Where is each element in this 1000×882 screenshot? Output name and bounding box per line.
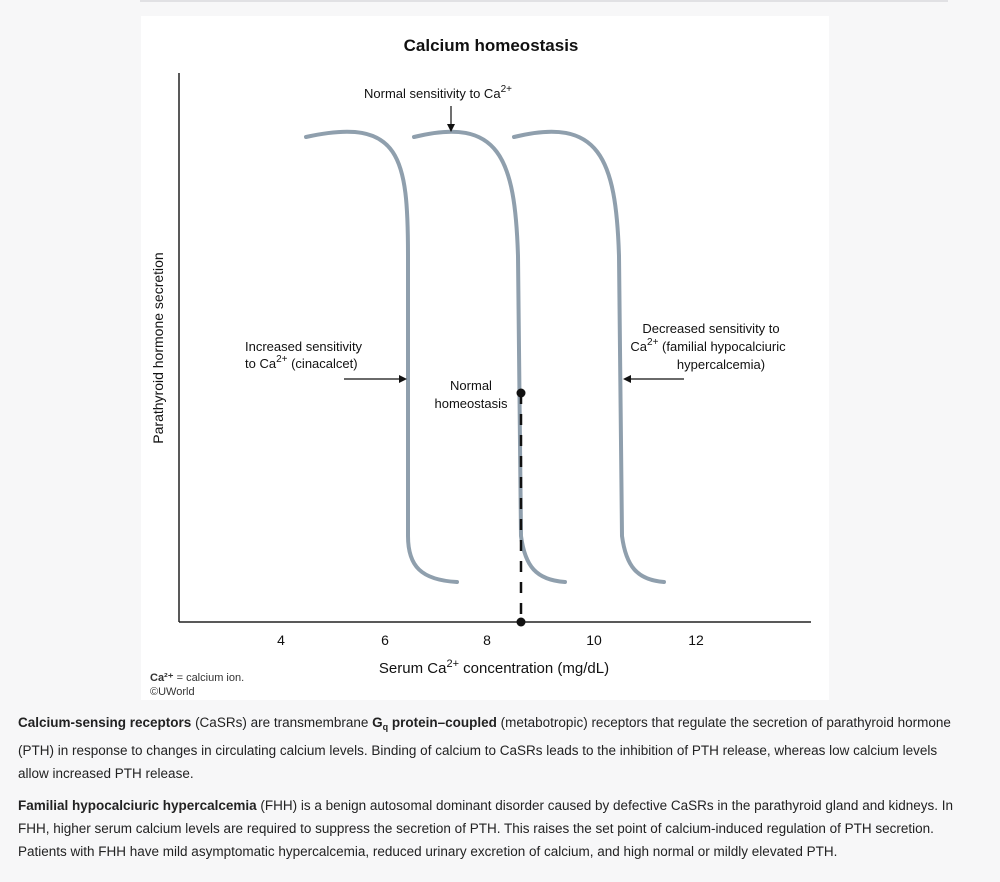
- paragraph-text: (CaSRs) are transmembrane: [191, 715, 373, 730]
- chart-title: Calcium homeostasis: [404, 36, 579, 55]
- arrowhead-icon: [623, 375, 631, 383]
- annotation-normal-sensitivity: Normal sensitivity to Ca2+: [364, 84, 512, 101]
- x-tick-label: 8: [483, 632, 491, 648]
- annotation-normal-homeostasis-line2: homeostasis: [435, 396, 508, 411]
- curve-normal-sensitivity: [412, 129, 567, 584]
- legend-text: = calcium ion.: [173, 672, 245, 684]
- figure-legend: Ca²⁺ = calcium ion. ©UWorld: [150, 671, 244, 699]
- x-axis-label: Serum Ca2+ concentration (mg/dL): [379, 658, 609, 677]
- paragraph-text: (FHH) is a benign autosomal dominant dis…: [18, 798, 954, 859]
- chart-svg: Calcium homeostasis Parathyroid hormone …: [150, 36, 811, 677]
- explanation-text: Calcium-sensing receptors (CaSRs) are tr…: [18, 711, 968, 872]
- x-tick-label: 6: [381, 632, 389, 648]
- curve-decreased-sensitivity: [512, 129, 666, 584]
- paragraph-casr: Calcium-sensing receptors (CaSRs) are tr…: [18, 711, 968, 785]
- legend-entry: Ca²⁺ = calcium ion.: [150, 671, 244, 685]
- annotation-decreased-sensitivity-line2: Ca2+ (familial hypocalciuric: [630, 337, 786, 354]
- annotation-normal-homeostasis-line1: Normal: [450, 378, 492, 393]
- calcium-homeostasis-figure: Calcium homeostasis Parathyroid hormone …: [141, 16, 829, 700]
- set-point-marker: [516, 388, 526, 398]
- arrowhead-icon: [447, 124, 455, 132]
- x-tick-label: 12: [688, 632, 704, 648]
- annotation-decreased-sensitivity-line1: Decreased sensitivity to: [642, 321, 779, 336]
- arrowhead-icon: [399, 375, 407, 383]
- term-fhh: Familial hypocalciuric hypercalcemia: [18, 798, 257, 813]
- term-gq: Gq protein–coupled: [372, 715, 497, 732]
- paragraph-text: (metabotropic) receptors that regulate t…: [18, 715, 951, 781]
- paragraph-fhh: Familial hypocalciuric hypercalcemia (FH…: [18, 794, 968, 863]
- x-tick-label: 4: [277, 632, 285, 648]
- curve-increased-sensitivity: [304, 129, 459, 584]
- term-casr: Calcium-sensing receptors: [18, 715, 192, 730]
- annotation-decreased-sensitivity-line3: hypercalcemia): [677, 357, 765, 372]
- copyright-text: ©UWorld: [150, 686, 195, 698]
- legend-symbol: Ca²⁺: [150, 672, 174, 684]
- annotation-increased-sensitivity-line1: Increased sensitivity: [245, 339, 363, 354]
- top-divider: [140, 0, 948, 2]
- x-tick-label: 10: [586, 632, 602, 648]
- annotation-increased-sensitivity-line2: to Ca2+ (cinacalcet): [245, 354, 358, 371]
- y-axis-label: Parathyroid hormone secretion: [150, 252, 166, 443]
- set-point-axis-marker: [516, 617, 526, 627]
